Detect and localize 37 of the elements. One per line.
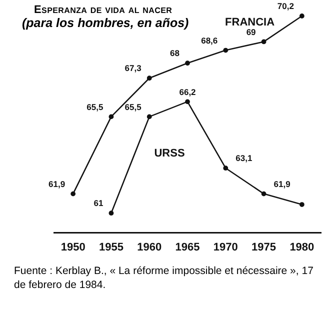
data-label: 61,9 bbox=[48, 178, 66, 189]
point bbox=[223, 48, 228, 53]
point bbox=[299, 14, 304, 18]
point bbox=[223, 166, 228, 171]
data-label: 66,2 bbox=[179, 86, 196, 97]
point bbox=[299, 202, 304, 207]
chart-subtitle: (para los hombres, en años) bbox=[22, 16, 189, 30]
point bbox=[185, 60, 190, 66]
point bbox=[146, 114, 152, 120]
point bbox=[185, 99, 190, 104]
point bbox=[261, 191, 266, 196]
x-tick-label: 1970 bbox=[213, 241, 238, 254]
data-label: 67,3 bbox=[124, 63, 142, 74]
data-label: 63,1 bbox=[236, 153, 252, 164]
chart-title: Esperanza de vida al nacer bbox=[34, 4, 172, 16]
x-tick-label: 1965 bbox=[175, 241, 200, 254]
point bbox=[146, 76, 152, 81]
data-label: 68 bbox=[170, 48, 180, 58]
point bbox=[108, 114, 114, 120]
x-tick-label: 1955 bbox=[98, 241, 124, 254]
data-label: 61 bbox=[94, 198, 104, 208]
source-note: Fuente : Kerblay B., « La réforme impossible et nécessaire », 17 de febrero de 1984. bbox=[14, 264, 314, 292]
x-tick-label: 1975 bbox=[252, 241, 276, 254]
x-tick-label: 1960 bbox=[137, 241, 162, 254]
data-label: 70,2 bbox=[277, 1, 294, 12]
series-label: FRANCIA bbox=[225, 16, 275, 29]
data-label: 61,9 bbox=[274, 178, 291, 189]
point bbox=[261, 39, 266, 44]
point bbox=[70, 191, 76, 196]
data-label: 69 bbox=[246, 26, 256, 37]
x-tick-label: 1980 bbox=[290, 241, 314, 254]
data-label: 65,5 bbox=[86, 102, 104, 112]
data-label: 68,6 bbox=[201, 35, 218, 46]
data-label: 65,5 bbox=[124, 102, 142, 112]
x-tick-label: 1950 bbox=[60, 241, 86, 254]
point bbox=[108, 210, 114, 216]
series-label: URSS bbox=[154, 148, 185, 160]
